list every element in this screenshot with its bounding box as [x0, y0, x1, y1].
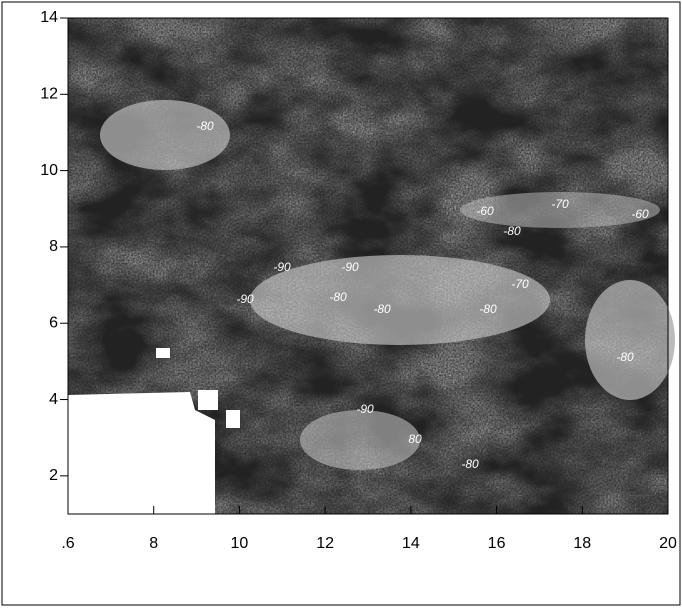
chart: .6 8 10 12 14 16 18 20 2 4 6 8 10 12 14 -80 -90 -90 -80 -90…	[0, 0, 682, 616]
contour-label: -80	[461, 457, 479, 471]
y-tick-label: 6	[49, 314, 58, 331]
contour-label: -90	[273, 260, 291, 274]
contour-label: -80	[373, 302, 391, 316]
x-tick-label: 14	[402, 535, 420, 552]
contour-field	[68, 18, 675, 514]
contour-label: -80	[616, 350, 634, 364]
contour-label: -80	[196, 119, 214, 133]
contour-label: -80	[503, 224, 521, 238]
contour-label: -60	[631, 207, 649, 221]
contour-label: -70	[551, 197, 569, 211]
x-tick-label: 18	[573, 535, 591, 552]
contour-label: -60	[476, 204, 494, 218]
x-tick-label: 8	[149, 535, 158, 552]
x-tick-label: 16	[488, 535, 506, 552]
x-tick-label: 20	[659, 535, 677, 552]
y-tick-label: 10	[40, 162, 58, 179]
x-tick-label: .6	[61, 535, 74, 552]
x-tick-label: 12	[316, 535, 334, 552]
contour-label: 80	[408, 432, 422, 446]
contour-label: -70	[511, 277, 529, 291]
y-tick-label: 2	[49, 467, 58, 484]
y-tick-label: 8	[49, 238, 58, 255]
contour-label: -90	[341, 260, 359, 274]
contour-label: -80	[479, 302, 497, 316]
contour-label: -90	[356, 402, 374, 416]
contour-label: -80	[329, 290, 347, 304]
y-tick-label: 4	[49, 391, 58, 408]
x-tick-label: 10	[231, 535, 249, 552]
y-tick-label: 14	[40, 9, 58, 26]
contour-label: -90	[236, 292, 254, 306]
y-tick-label: 12	[40, 86, 58, 103]
